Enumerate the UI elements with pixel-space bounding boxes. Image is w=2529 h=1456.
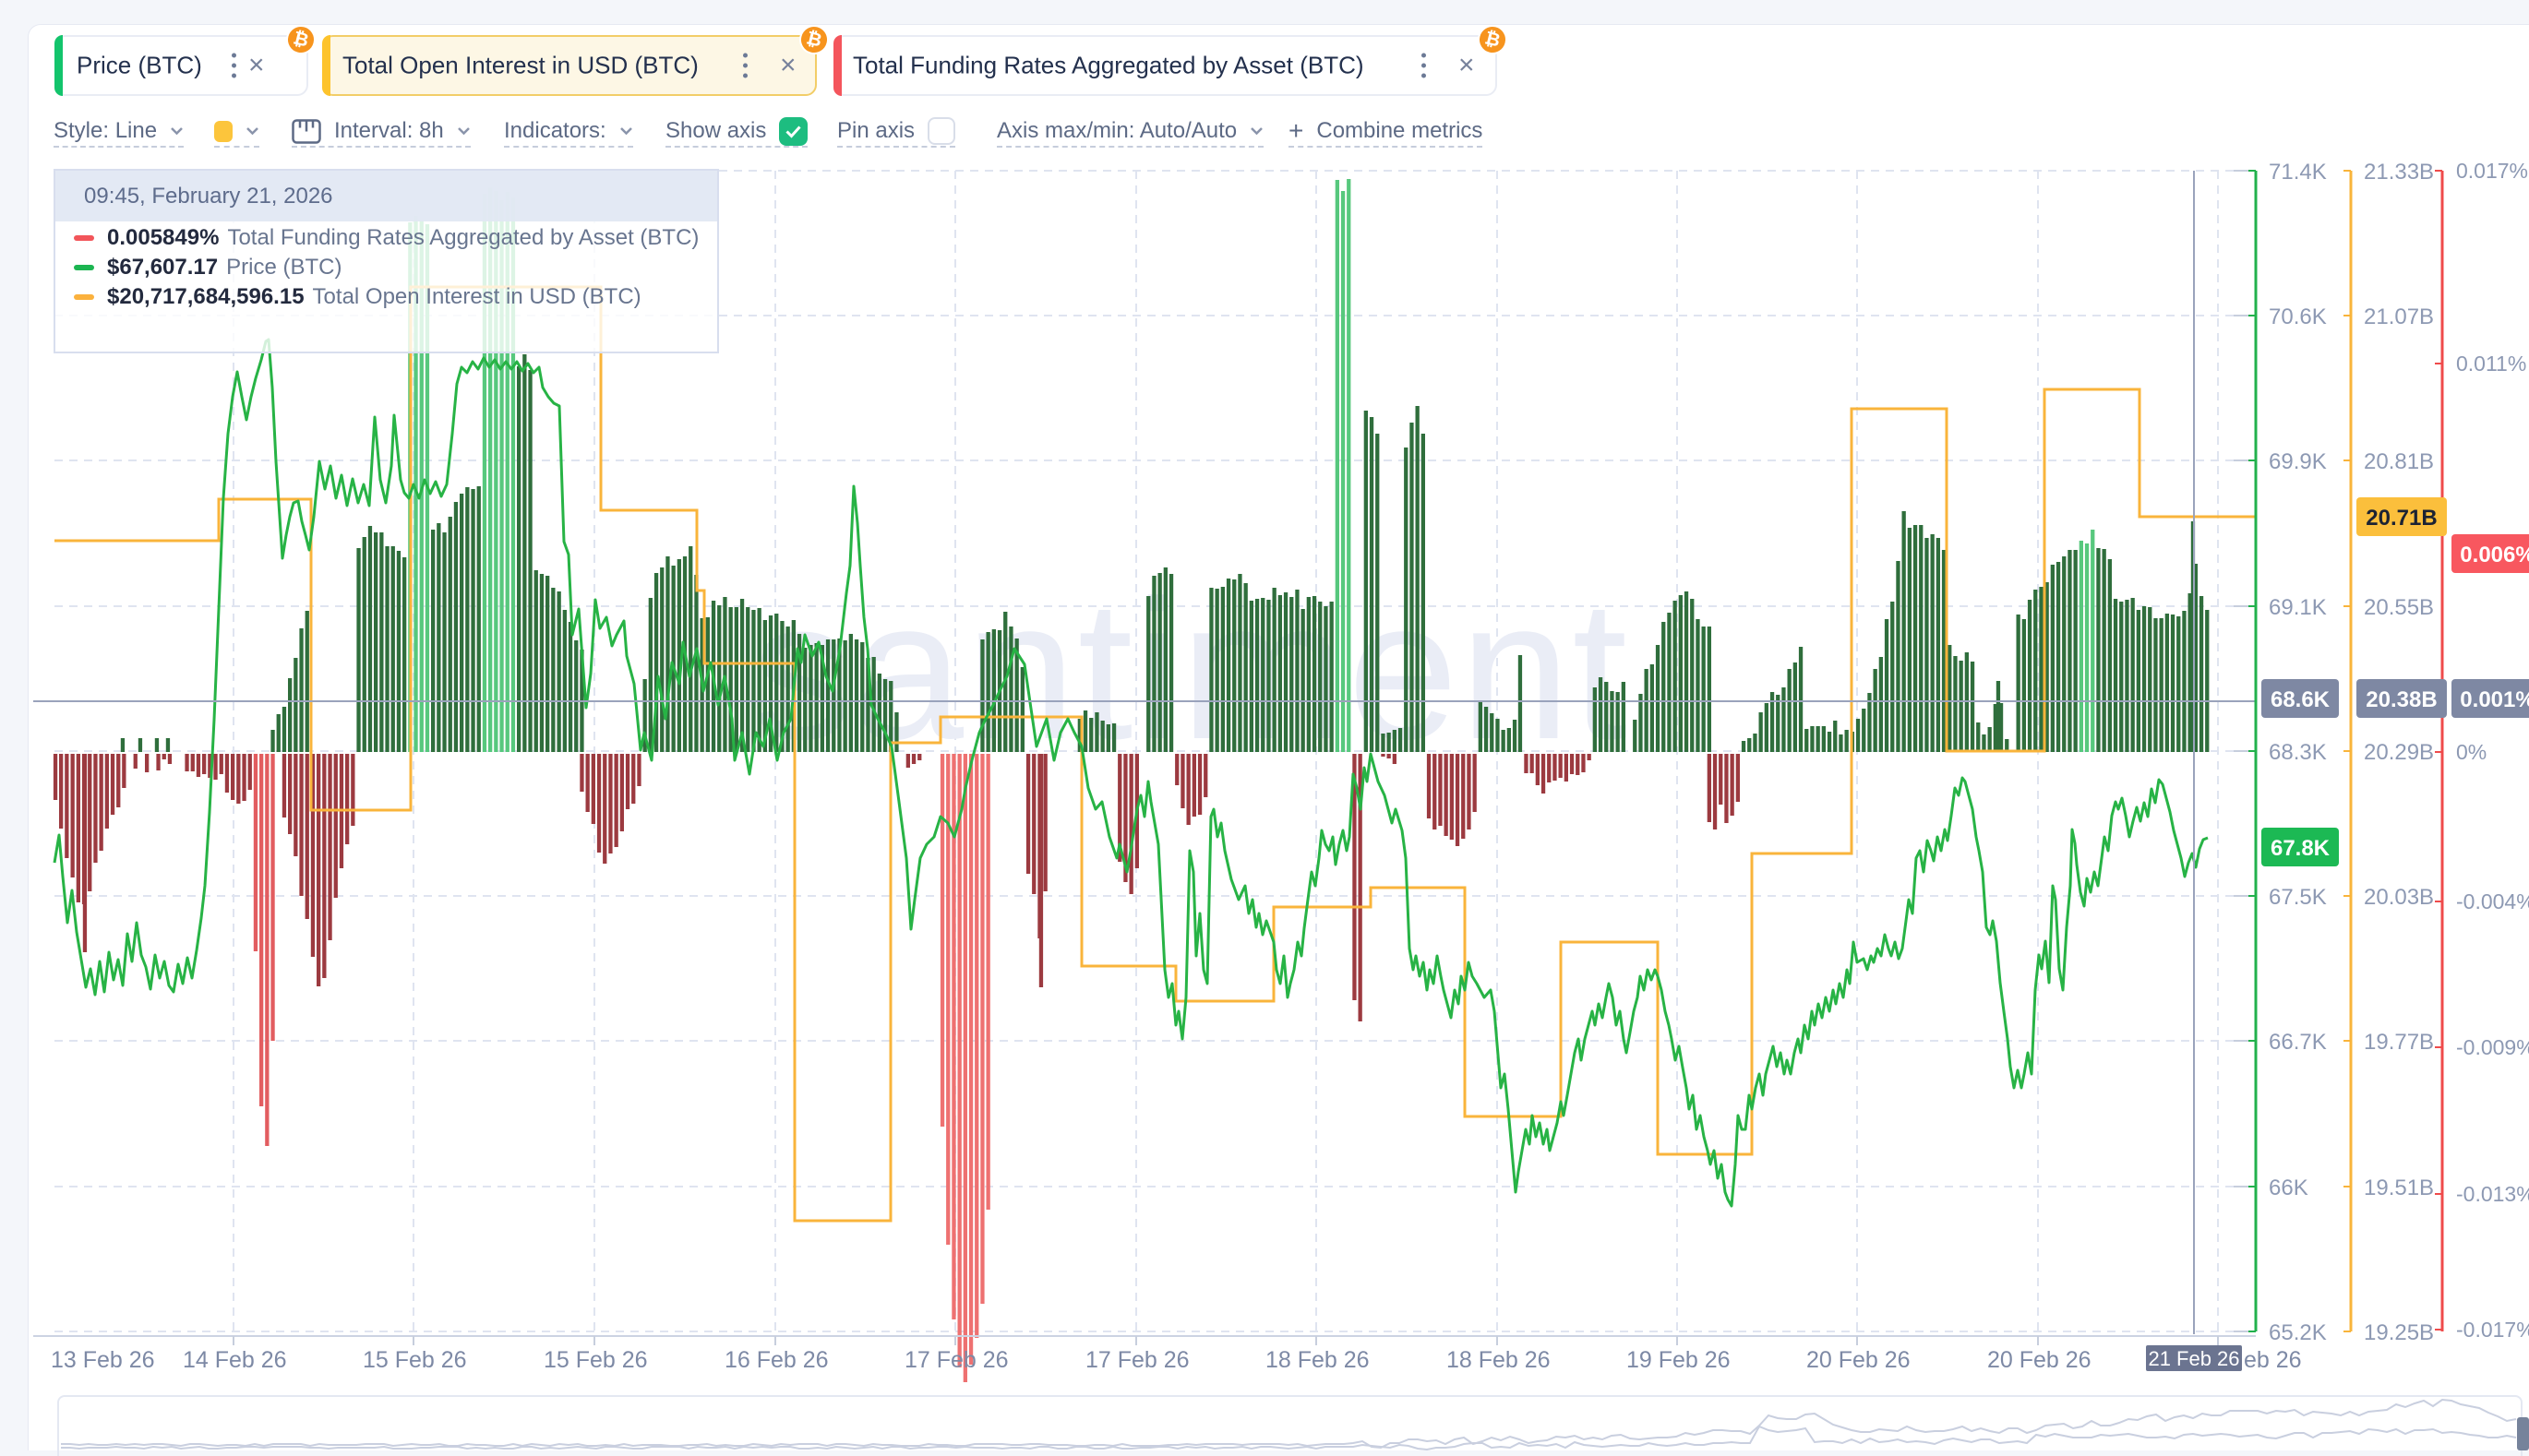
svg-text:70.6K: 70.6K <box>2269 304 2327 329</box>
svg-text:0%: 0% <box>2456 740 2487 764</box>
svg-text:20.71B: 20.71B <box>2366 506 2437 531</box>
svg-text:-0.009%: -0.009% <box>2456 1035 2529 1059</box>
svg-text:66.7K: 66.7K <box>2269 1030 2327 1055</box>
svg-text:18 Feb 26: 18 Feb 26 <box>1265 1347 1370 1373</box>
svg-text:68.3K: 68.3K <box>2269 740 2327 765</box>
svg-text:65.2K: 65.2K <box>2269 1320 2327 1345</box>
svg-text:20 Feb 26: 20 Feb 26 <box>1987 1347 2092 1373</box>
svg-text:67.5K: 67.5K <box>2269 885 2327 910</box>
svg-text:20.55B: 20.55B <box>2364 595 2434 620</box>
svg-text:-0.013%: -0.013% <box>2456 1182 2529 1206</box>
svg-text:21.33B: 21.33B <box>2364 160 2434 185</box>
svg-text:21 Feb 26: 21 Feb 26 <box>2148 1347 2239 1370</box>
svg-text:21.07B: 21.07B <box>2364 304 2434 329</box>
svg-text:67.8K: 67.8K <box>2271 836 2331 861</box>
svg-text:-0.017%: -0.017% <box>2456 1318 2529 1342</box>
svg-text:18 Feb 26: 18 Feb 26 <box>1446 1347 1551 1373</box>
svg-text:17 Feb 26: 17 Feb 26 <box>1085 1347 1190 1373</box>
svg-text:-0.004%: -0.004% <box>2456 889 2529 913</box>
svg-text:19.77B: 19.77B <box>2364 1030 2434 1055</box>
svg-text:14 Feb 26: 14 Feb 26 <box>183 1347 287 1373</box>
svg-text:0.001%: 0.001% <box>2460 687 2529 712</box>
svg-text:69.9K: 69.9K <box>2269 449 2327 474</box>
svg-text:69.1K: 69.1K <box>2269 595 2327 620</box>
svg-text:0.011%: 0.011% <box>2456 352 2526 376</box>
svg-text:66K: 66K <box>2269 1176 2308 1200</box>
svg-text:20.38B: 20.38B <box>2366 687 2437 712</box>
svg-text:0.006%: 0.006% <box>2460 543 2529 567</box>
svg-text:16 Feb 26: 16 Feb 26 <box>725 1347 829 1373</box>
svg-text:15 Feb 26: 15 Feb 26 <box>363 1347 467 1373</box>
svg-text:20.03B: 20.03B <box>2364 885 2434 910</box>
svg-text:15 Feb 26: 15 Feb 26 <box>544 1347 648 1373</box>
svg-text:19 Feb 26: 19 Feb 26 <box>1626 1347 1731 1373</box>
svg-text:20 Feb 26: 20 Feb 26 <box>1806 1347 1911 1373</box>
svg-text:20.29B: 20.29B <box>2364 740 2434 765</box>
svg-text:68.6K: 68.6K <box>2271 687 2331 712</box>
svg-text:13 Feb 26: 13 Feb 26 <box>51 1347 155 1373</box>
svg-text:0.017%: 0.017% <box>2456 159 2528 183</box>
svg-text:19.25B: 19.25B <box>2364 1320 2434 1345</box>
svg-text:17 Feb 26: 17 Feb 26 <box>905 1347 1009 1373</box>
svg-text:19.51B: 19.51B <box>2364 1176 2434 1200</box>
svg-text:eb 26: eb 26 <box>2244 1347 2302 1373</box>
svg-text:20.81B: 20.81B <box>2364 449 2434 474</box>
svg-text:71.4K: 71.4K <box>2269 160 2327 185</box>
